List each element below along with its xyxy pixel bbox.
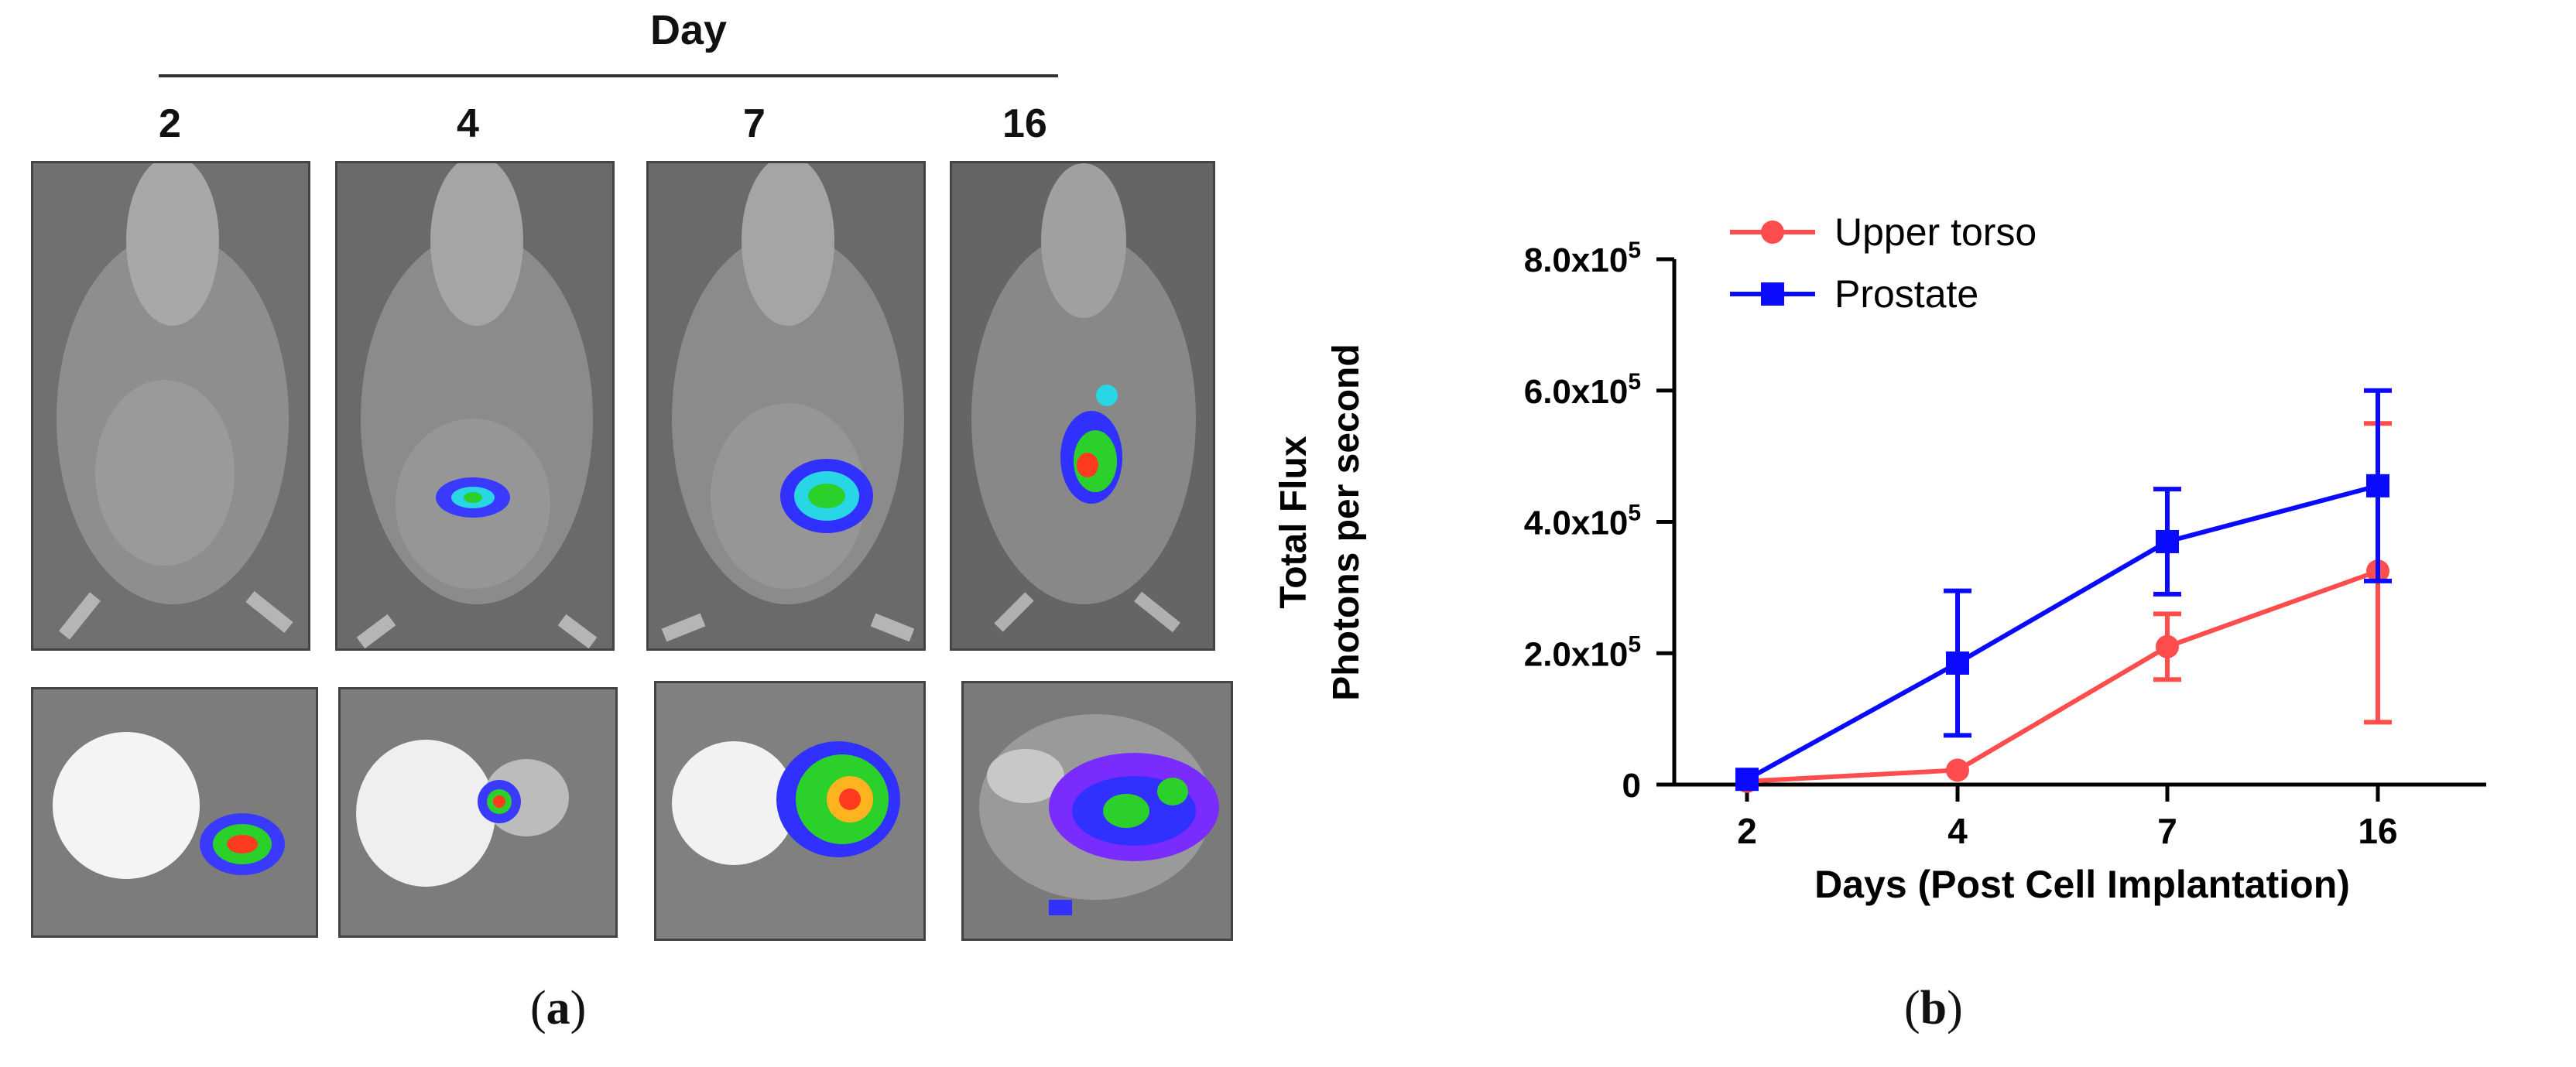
x-axis-label: Days (Post Cell Implantation) — [1814, 863, 2350, 906]
organ-image-day-16 — [961, 681, 1233, 941]
legend-label: Prostate — [1834, 272, 1978, 316]
caption-b: (b) — [1904, 982, 1963, 1035]
y-tick-label: 4.0x105 — [1524, 501, 1641, 542]
chart-axes — [1672, 259, 2486, 787]
y-tick-label: 6.0x105 — [1524, 369, 1641, 411]
series-layer — [1735, 388, 2392, 793]
caption-a: (a) — [530, 982, 587, 1035]
y-axis-label-line2: Photons per second — [1326, 344, 1367, 700]
data-point — [2156, 634, 2179, 658]
mouse-image-day-2 — [31, 161, 310, 651]
data-point — [1735, 768, 1759, 792]
data-point — [2366, 474, 2389, 498]
x-ticks: 2 4 7 16 — [1737, 785, 2398, 851]
day-label-7: 7 — [743, 101, 766, 146]
organ-image-day-2 — [31, 687, 318, 938]
y-tick-label: 0 — [1622, 767, 1641, 805]
x-tick-label: 2 — [1737, 811, 1757, 851]
series-upper-torso — [1735, 421, 2392, 793]
organ-image-day-4 — [338, 687, 618, 938]
mouse-image-day-7 — [646, 161, 926, 651]
panel-a: Day 2 4 7 16 — [31, 7, 1233, 1035]
series-line — [1745, 483, 2379, 781]
day-header-line — [159, 74, 1058, 77]
x-tick-label: 4 — [1947, 811, 1968, 851]
y-tick-label: 8.0x105 — [1524, 238, 1641, 279]
x-tick-label: 7 — [2157, 811, 2177, 851]
flux-line-chart: 0 2.0x105 4.0x105 6.0x105 8.0x105 2 4 7 16 Tota… — [1273, 210, 2486, 906]
legend: Upper torso Prostate — [1730, 210, 2036, 316]
legend-marker — [1761, 221, 1784, 244]
data-point — [1946, 651, 1969, 675]
legend-marker — [1761, 282, 1784, 306]
series-line — [1746, 569, 2379, 784]
data-point — [2156, 529, 2179, 553]
mouse-image-day-16 — [950, 161, 1215, 651]
mouse-image-day-4 — [335, 161, 615, 651]
y-axis-label-line1: Total Flux — [1273, 436, 1314, 608]
y-tick-label: 2.0x105 — [1524, 631, 1641, 673]
data-point — [1946, 758, 1969, 782]
day-label-2: 2 — [159, 101, 181, 146]
series-prostate — [1735, 388, 2392, 792]
day-label-4: 4 — [457, 101, 479, 146]
y-ticks: 0 2.0x105 4.0x105 6.0x105 8.0x105 — [1524, 238, 1674, 805]
legend-label: Upper torso — [1834, 210, 2036, 254]
day-header: Day — [650, 7, 728, 53]
organ-image-day-7 — [654, 681, 926, 941]
day-label-16: 16 — [1002, 101, 1047, 146]
x-tick-label: 16 — [2358, 811, 2397, 851]
